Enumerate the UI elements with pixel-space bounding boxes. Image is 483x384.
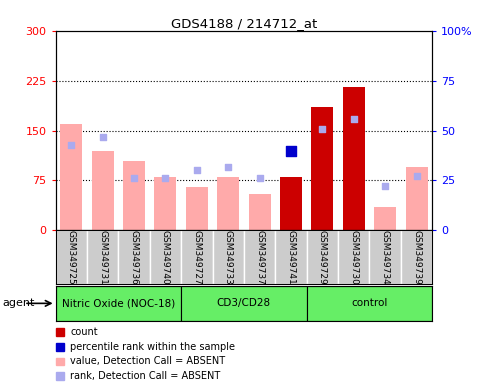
FancyBboxPatch shape <box>275 230 307 284</box>
Point <box>350 116 357 122</box>
Text: Nitric Oxide (NOC-18): Nitric Oxide (NOC-18) <box>62 298 175 308</box>
Text: GSM349727: GSM349727 <box>192 230 201 285</box>
Text: agent: agent <box>2 298 35 308</box>
Bar <box>92 151 114 230</box>
Text: GSM349731: GSM349731 <box>98 230 107 285</box>
Point <box>99 134 107 140</box>
Point <box>287 147 295 154</box>
Text: GSM349725: GSM349725 <box>67 230 76 285</box>
FancyBboxPatch shape <box>244 230 275 284</box>
FancyBboxPatch shape <box>150 230 181 284</box>
Bar <box>312 107 333 230</box>
Bar <box>60 124 82 230</box>
Bar <box>343 87 365 230</box>
Bar <box>123 161 145 230</box>
Text: GSM349736: GSM349736 <box>129 230 139 285</box>
Point <box>382 184 389 190</box>
FancyBboxPatch shape <box>213 230 244 284</box>
Text: GSM349734: GSM349734 <box>381 230 390 285</box>
FancyBboxPatch shape <box>307 286 432 321</box>
Text: CD3/CD28: CD3/CD28 <box>217 298 271 308</box>
Text: value, Detection Call = ABSENT: value, Detection Call = ABSENT <box>70 356 225 366</box>
Point <box>130 175 138 182</box>
Bar <box>217 177 239 230</box>
Bar <box>186 187 208 230</box>
Text: GSM349730: GSM349730 <box>349 230 358 285</box>
Text: count: count <box>70 327 98 337</box>
Point <box>224 164 232 170</box>
Text: control: control <box>351 298 388 308</box>
FancyBboxPatch shape <box>369 230 401 284</box>
Bar <box>155 177 176 230</box>
Point <box>193 167 201 174</box>
Point <box>319 126 327 132</box>
FancyBboxPatch shape <box>56 230 87 284</box>
FancyBboxPatch shape <box>338 230 369 284</box>
Bar <box>374 207 396 230</box>
Text: GSM349733: GSM349733 <box>224 230 233 285</box>
FancyBboxPatch shape <box>56 286 181 321</box>
FancyBboxPatch shape <box>401 230 432 284</box>
FancyBboxPatch shape <box>181 230 213 284</box>
Text: percentile rank within the sample: percentile rank within the sample <box>70 342 235 352</box>
Text: GSM349741: GSM349741 <box>286 230 296 285</box>
Text: rank, Detection Call = ABSENT: rank, Detection Call = ABSENT <box>70 371 220 381</box>
Bar <box>249 194 270 230</box>
FancyBboxPatch shape <box>181 286 307 321</box>
Text: GSM349740: GSM349740 <box>161 230 170 285</box>
Bar <box>280 177 302 230</box>
Point <box>161 175 170 182</box>
Text: GSM349729: GSM349729 <box>318 230 327 285</box>
FancyBboxPatch shape <box>118 230 150 284</box>
Point <box>412 174 420 180</box>
FancyBboxPatch shape <box>87 230 118 284</box>
FancyBboxPatch shape <box>307 230 338 284</box>
Point <box>256 175 264 182</box>
Point <box>68 141 75 147</box>
Text: GSM349737: GSM349737 <box>255 230 264 285</box>
Title: GDS4188 / 214712_at: GDS4188 / 214712_at <box>171 17 317 30</box>
Text: GSM349739: GSM349739 <box>412 230 421 285</box>
Bar <box>406 167 427 230</box>
